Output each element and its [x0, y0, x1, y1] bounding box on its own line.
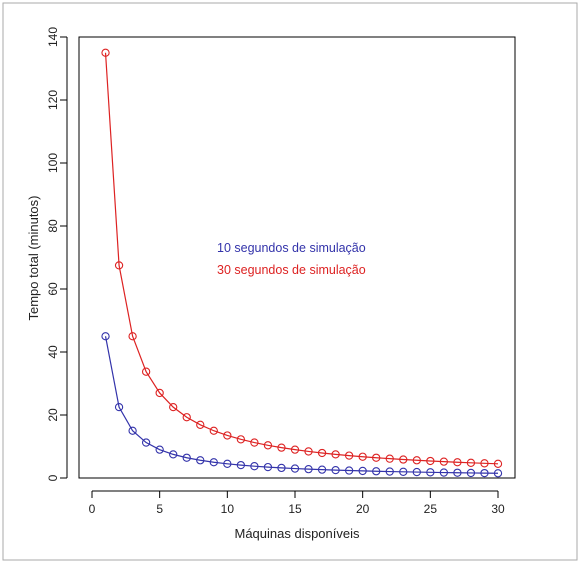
x-tick-label: 30 — [491, 502, 505, 516]
data-point — [128, 426, 137, 435]
data-point — [344, 466, 354, 475]
data-point — [169, 450, 178, 459]
data-point — [263, 462, 273, 472]
data-point — [277, 463, 286, 473]
data-point — [344, 451, 354, 460]
data-point — [182, 453, 191, 462]
legend-entry-1: 10 segundos de simulação — [217, 241, 366, 255]
x-tick-label: 15 — [288, 502, 302, 516]
data-point — [223, 459, 232, 468]
legend: 10 segundos de simulação 30 segundos de … — [217, 241, 366, 277]
data-point — [250, 462, 259, 471]
data-point — [223, 431, 232, 440]
data-point — [358, 466, 367, 476]
y-tick-label: 20 — [46, 408, 60, 422]
data-point — [277, 443, 286, 452]
series-2 — [101, 48, 503, 468]
y-tick-label: 80 — [46, 219, 60, 233]
data-point — [426, 456, 435, 466]
y-tick-label: 60 — [46, 282, 60, 296]
x-tick-label: 25 — [424, 502, 438, 516]
series-layer — [101, 48, 503, 478]
x-axis-label: Máquinas disponíveis — [234, 526, 360, 541]
y-tick-label: 100 — [46, 153, 60, 173]
data-point — [331, 450, 340, 459]
data-point — [128, 332, 137, 341]
data-point — [412, 467, 421, 477]
data-point — [493, 469, 503, 478]
series-line — [104, 336, 499, 474]
data-point — [480, 468, 489, 478]
data-point — [480, 459, 489, 468]
y-tick-label: 0 — [46, 474, 60, 481]
legend-entry-2: 30 segundos de simulação — [217, 263, 366, 277]
data-point — [196, 456, 205, 465]
plot-area-frame — [78, 36, 516, 479]
data-point — [317, 448, 327, 458]
data-point — [236, 435, 246, 444]
x-tick-label: 0 — [89, 502, 96, 516]
data-point — [358, 452, 367, 461]
data-point — [399, 455, 408, 464]
y-axis-label: Tempo total (minutos) — [26, 196, 41, 321]
data-point — [385, 467, 394, 476]
data-point — [385, 454, 394, 463]
y-axis: 0 20 40 60 80 100 120 140 — [46, 27, 68, 481]
series-1 — [101, 332, 503, 478]
data-point — [453, 468, 462, 477]
data-point — [331, 465, 340, 475]
data-point — [169, 402, 178, 412]
x-tick-label: 10 — [221, 502, 235, 516]
data-point — [439, 468, 449, 477]
data-point — [466, 468, 476, 478]
data-point — [209, 458, 218, 467]
data-point — [155, 388, 164, 398]
data-point — [101, 48, 110, 57]
y-tick-label: 140 — [46, 27, 60, 47]
y-tick-label: 40 — [46, 345, 60, 359]
data-point — [372, 453, 381, 462]
data-point — [304, 447, 313, 456]
y-tick-label: 120 — [46, 90, 60, 110]
data-point — [196, 420, 205, 429]
data-point — [399, 467, 408, 476]
data-point — [372, 467, 381, 476]
data-point — [466, 458, 476, 467]
data-point — [453, 458, 462, 467]
data-point — [412, 456, 421, 465]
data-point — [304, 464, 313, 474]
data-point — [182, 413, 191, 422]
data-point — [155, 445, 164, 454]
x-tick-label: 20 — [356, 502, 370, 516]
data-point — [439, 457, 449, 466]
data-point — [493, 459, 503, 468]
data-point — [317, 465, 327, 474]
data-point — [426, 468, 435, 477]
data-point — [250, 438, 259, 447]
data-point — [114, 261, 124, 270]
data-point — [236, 460, 246, 470]
data-point — [114, 402, 124, 412]
data-point — [263, 441, 273, 450]
data-point — [290, 464, 300, 473]
data-point — [101, 332, 110, 341]
x-tick-label: 5 — [156, 502, 163, 516]
data-point — [209, 426, 218, 435]
data-point — [141, 367, 151, 376]
data-point — [141, 438, 151, 447]
data-point — [290, 445, 300, 454]
x-axis: 0 5 10 15 20 25 30 — [89, 490, 505, 516]
